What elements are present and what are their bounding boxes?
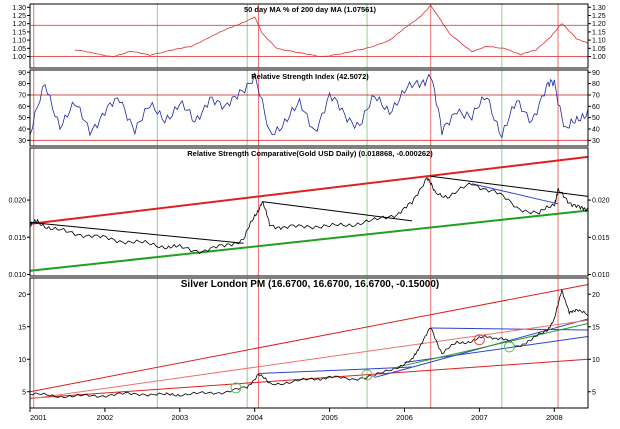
trendline (29, 155, 589, 225)
y-tick-label-right: 5 (592, 389, 596, 396)
price-title: Silver London PM (16.6700, 16.6700, 16.6… (181, 279, 439, 290)
x-tick-label: 2002 (97, 413, 114, 422)
x-tick-label: 2003 (171, 413, 188, 422)
y-tick-label-left: 1.30 (12, 5, 26, 12)
panel-frame (29, 277, 589, 409)
y-tick-label-left: 20 (18, 292, 26, 299)
y-tick-label-right: 10 (592, 357, 600, 364)
y-tick-label-right: 1.15 (592, 29, 606, 36)
y-tick-label-left: 30 (18, 138, 26, 145)
x-tick-label: 2006 (396, 413, 413, 422)
y-tick-label-right: 1.25 (592, 13, 606, 20)
y-tick-label-left: 0.015 (8, 235, 26, 242)
panel-titles: 50 day MA % of 200 day MA (1.07561) Rela… (181, 5, 439, 290)
trendline (430, 175, 589, 197)
y-tick-label-right: 80 (592, 81, 600, 88)
highlight-circle (473, 334, 485, 346)
y-tick-label-right: 50 (592, 115, 600, 122)
reference-lines (30, 24, 588, 141)
trendline (29, 319, 589, 400)
trendline (29, 209, 589, 272)
y-tick-label-left: 1.15 (12, 29, 26, 36)
y-tick-label-left: 1.10 (12, 38, 26, 45)
y-tick-label-right: 0.020 (592, 198, 610, 205)
highlight-circle (503, 341, 515, 353)
price-series (29, 288, 589, 399)
y-tick-label-right: 0.015 (592, 235, 610, 242)
y-tick-label-right: 15 (592, 324, 600, 331)
rsc-title: Relative Strength Comparative(Gold USD D… (187, 149, 433, 158)
rsc-series (29, 176, 589, 255)
y-tick-label-right: 30 (592, 138, 600, 145)
y-tick-label-left: 0.010 (8, 272, 26, 279)
trendline (471, 183, 559, 205)
y-tick-label-left: 80 (18, 81, 26, 88)
series-layer (29, 4, 589, 400)
trendline (258, 366, 413, 375)
y-tick-label-right: 20 (592, 292, 600, 299)
x-tick-label: 2007 (471, 413, 488, 422)
y-tick-label-left: 40 (18, 126, 26, 133)
axis-ticks: 1.00 1.001.05 1.051.10 1.101.15 1.151.20 1.20… (8, 5, 609, 422)
y-tick-label-right: 1.30 (592, 5, 606, 12)
panel-frame (29, 3, 589, 69)
y-tick-label-left: 15 (18, 324, 26, 331)
y-tick-label-left: 1.00 (12, 54, 26, 61)
ma-ratio-title: 50 day MA % of 200 day MA (1.07561) (244, 5, 376, 14)
highlight-circle (230, 382, 242, 394)
y-tick-label-right: 40 (592, 126, 600, 133)
y-tick-label-left: 50 (18, 115, 26, 122)
y-tick-label-left: 0.020 (8, 198, 26, 205)
y-tick-label-right: 90 (592, 70, 600, 77)
trendline (396, 323, 589, 368)
x-tick-label: 2004 (246, 413, 263, 422)
y-tick-label-right: 1.20 (592, 21, 606, 28)
y-tick-label-right: 1.10 (592, 38, 606, 45)
y-tick-label-right: 0.010 (592, 272, 610, 279)
panel-frame (29, 147, 589, 277)
trendline (29, 284, 589, 393)
y-tick-label-left: 1.05 (12, 46, 26, 53)
y-tick-label-left: 5 (22, 389, 26, 396)
y-tick-label-left: 1.25 (12, 13, 26, 20)
rsi-title: Relative Strength Index (42.5072) (251, 72, 369, 81)
panel-frame (29, 69, 589, 147)
x-tick-label: 2001 (30, 413, 47, 422)
y-tick-label-left: 90 (18, 70, 26, 77)
y-tick-label-left: 10 (18, 357, 26, 364)
vertical-marker-lines (33, 4, 559, 408)
y-tick-label-left: 70 (18, 92, 26, 99)
ma-ratio-series (74, 4, 589, 58)
y-tick-label-right: 70 (592, 92, 600, 99)
y-tick-label-left: 1.20 (12, 21, 26, 28)
y-tick-label-right: 60 (592, 104, 600, 111)
highlight-circle (361, 369, 373, 381)
y-tick-label-right: 1.00 (592, 54, 606, 61)
panel-frames (29, 3, 589, 409)
x-tick-label: 2008 (546, 413, 563, 422)
y-tick-label-left: 60 (18, 104, 26, 111)
rsi-series (29, 72, 589, 139)
trendline (29, 221, 244, 244)
x-tick-label: 2005 (321, 413, 338, 422)
y-tick-label-right: 1.05 (592, 46, 606, 53)
